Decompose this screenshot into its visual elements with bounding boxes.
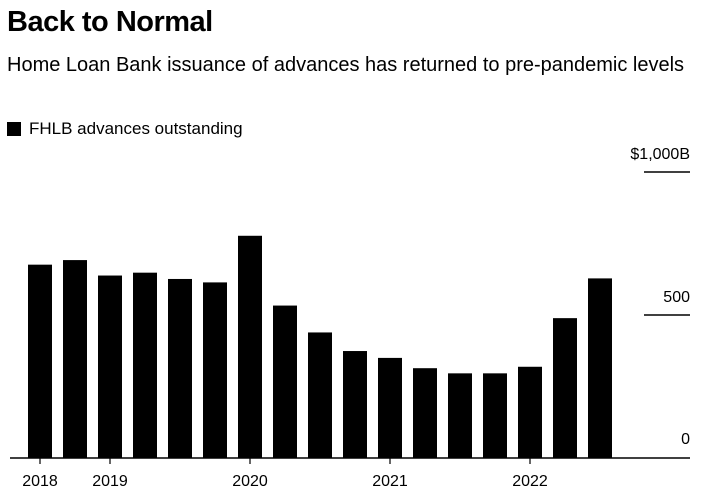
chart-title: Back to Normal bbox=[7, 6, 213, 38]
bar-2020 bbox=[308, 332, 332, 458]
x-tick-label-2019: 2019 bbox=[92, 473, 128, 490]
bar-2022 bbox=[588, 278, 612, 458]
bar-2021.5 bbox=[518, 366, 542, 458]
x-tick-label-2022: 2022 bbox=[512, 473, 548, 490]
bar-2020.75 bbox=[413, 368, 437, 458]
bar-2018.75 bbox=[133, 272, 157, 458]
bar-2018 bbox=[28, 264, 52, 458]
bar-2018.5 bbox=[98, 275, 122, 458]
bar-2019.75 bbox=[273, 305, 297, 458]
bars-group bbox=[28, 235, 612, 458]
bar-2021.75 bbox=[553, 318, 577, 458]
x-tick-label-2018: 2018 bbox=[22, 473, 58, 490]
y-tick-label-0: 0 bbox=[681, 431, 690, 448]
x-tick-label-2020: 2020 bbox=[232, 473, 268, 490]
bar-2018.25 bbox=[63, 260, 87, 458]
legend-swatch bbox=[7, 122, 21, 136]
y-tick-label-500: 500 bbox=[663, 289, 690, 306]
bar-2021 bbox=[448, 373, 472, 458]
legend: FHLB advances outstanding bbox=[7, 119, 243, 139]
bar-2020.5 bbox=[378, 357, 402, 458]
bar-2020.25 bbox=[343, 351, 367, 458]
y-axis: $1,000B 500 0 bbox=[630, 146, 690, 448]
x-tick-label-2021: 2021 bbox=[372, 473, 408, 490]
y-tick-label-1000: $1,000B bbox=[630, 146, 690, 163]
x-axis: 2018 2019 2020 2021 2022 bbox=[10, 457, 690, 490]
legend-label: FHLB advances outstanding bbox=[29, 119, 243, 138]
bar-2019 bbox=[168, 278, 192, 458]
bar-2019.25 bbox=[203, 282, 227, 458]
bar-2021.25 bbox=[483, 373, 507, 458]
chart-subtitle: Home Loan Bank issuance of advances has … bbox=[7, 54, 685, 76]
bar-2019.5 bbox=[238, 235, 262, 458]
